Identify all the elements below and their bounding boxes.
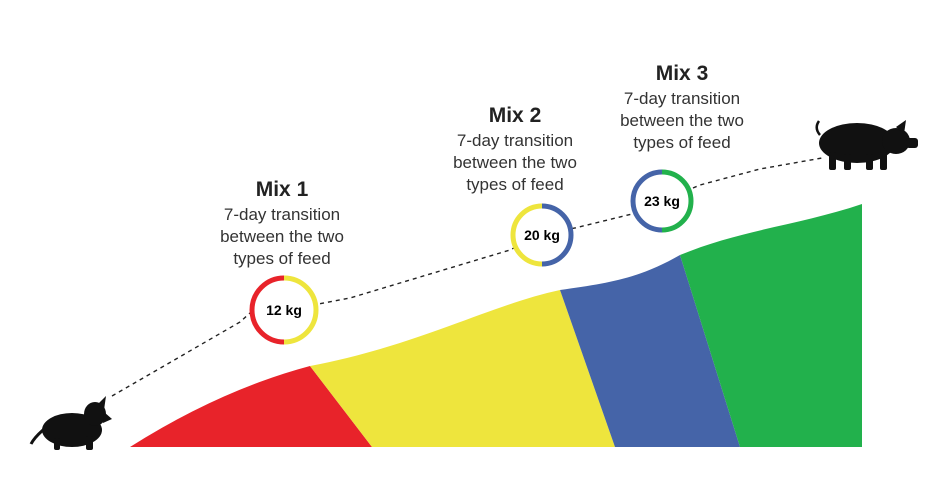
mix-description-line: between the two bbox=[453, 153, 577, 172]
mix-title: Mix 3 bbox=[655, 62, 709, 85]
ring-segment-blue bbox=[541, 203, 574, 267]
weight-label: 12 kg bbox=[266, 302, 302, 318]
ring-segment-blue bbox=[630, 169, 663, 233]
mix-description-line: types of feed bbox=[466, 175, 564, 194]
weight-ring-mix3: 23 kg bbox=[630, 169, 694, 233]
mix-title: Mix 1 bbox=[255, 178, 309, 201]
growth-path bbox=[111, 157, 823, 397]
weight-ring-mix2: 20 kg bbox=[510, 203, 574, 267]
mix3-label: Mix 3 7-day transition between the two t… bbox=[602, 62, 762, 154]
yellow-feed-band bbox=[310, 290, 615, 447]
mix-description-line: between the two bbox=[620, 111, 744, 130]
ring-segment-yellow bbox=[283, 275, 319, 345]
weight-ring-mix1: 12 kg bbox=[249, 275, 319, 345]
mix2-label: Mix 2 7-day transition between the two t… bbox=[435, 104, 595, 196]
mix-description-line: 7-day transition bbox=[623, 89, 741, 108]
ring-segment-red bbox=[249, 275, 285, 345]
mix-description-line: types of feed bbox=[633, 133, 731, 152]
ring-segment-yellow bbox=[510, 203, 543, 267]
mix-title: Mix 2 bbox=[488, 104, 542, 127]
red-feed-band bbox=[130, 366, 372, 447]
mix-description-line: types of feed bbox=[233, 249, 331, 268]
weight-label: 20 kg bbox=[524, 227, 560, 243]
mix-description-line: between the two bbox=[220, 227, 344, 246]
green-feed-band bbox=[680, 204, 862, 447]
piglet-icon bbox=[29, 396, 112, 450]
adult-pig-icon bbox=[815, 120, 918, 170]
mix1-label: Mix 1 7-day transition between the two t… bbox=[202, 178, 362, 270]
ring-segment-green bbox=[661, 169, 694, 233]
mix-description-line: 7-day transition bbox=[223, 205, 341, 224]
mix-description-line: 7-day transition bbox=[456, 131, 574, 150]
weight-label: 23 kg bbox=[644, 193, 680, 209]
